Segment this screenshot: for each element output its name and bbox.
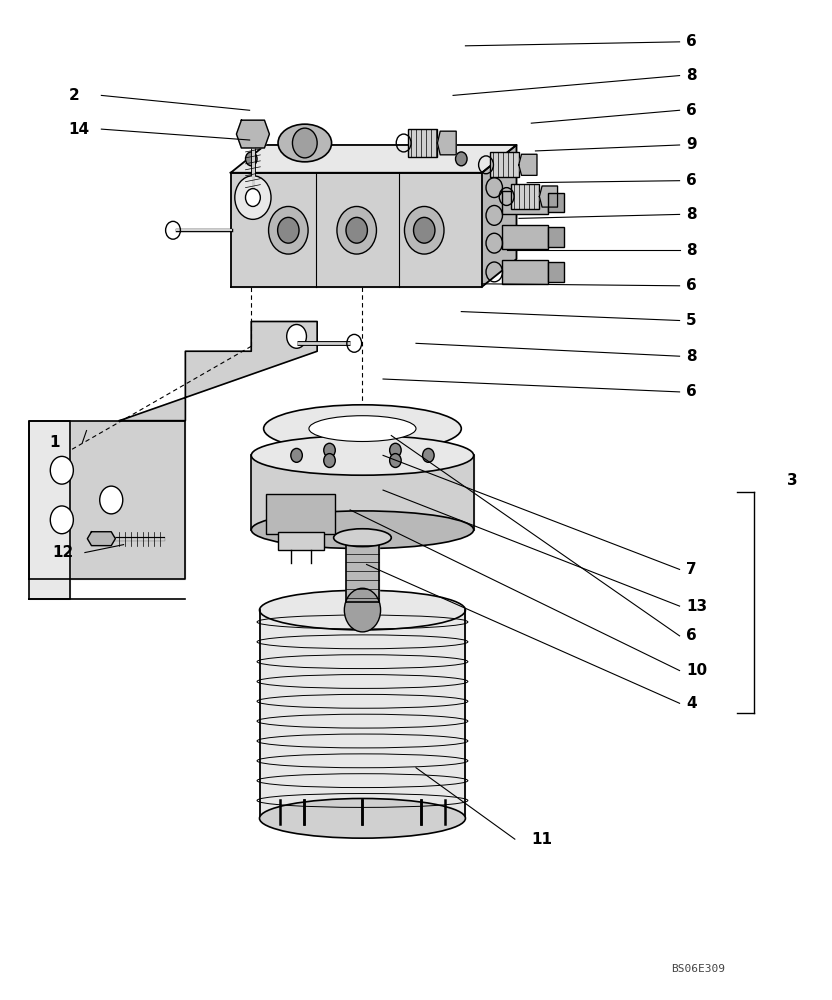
Bar [266,494,335,534]
Ellipse shape [264,405,461,452]
Text: 12: 12 [52,545,73,560]
Circle shape [50,506,73,534]
Text: 6: 6 [686,34,697,49]
Text: 11: 11 [532,832,552,847]
Text: 13: 13 [686,599,707,614]
Polygon shape [230,145,517,173]
Text: 4: 4 [686,696,696,711]
Text: 6: 6 [686,173,697,188]
Text: 8: 8 [686,68,696,83]
Polygon shape [251,455,473,530]
Circle shape [337,206,376,254]
Bar [503,225,547,249]
Circle shape [389,454,401,467]
Polygon shape [482,145,517,287]
Text: 8: 8 [686,207,696,222]
Text: 10: 10 [686,663,707,678]
Circle shape [235,176,271,219]
Circle shape [287,324,306,348]
Polygon shape [230,173,482,287]
Circle shape [344,588,380,632]
Ellipse shape [260,798,465,838]
Circle shape [414,217,435,243]
Circle shape [100,486,123,514]
Ellipse shape [278,124,332,162]
Text: 14: 14 [68,122,90,137]
Polygon shape [260,610,465,818]
Text: 2: 2 [68,88,79,103]
Circle shape [269,206,308,254]
Bar [547,227,564,247]
Circle shape [324,443,335,457]
Polygon shape [87,532,116,546]
Ellipse shape [251,511,473,549]
Text: 7: 7 [686,562,696,577]
Circle shape [423,448,434,462]
Bar [511,184,539,209]
Text: 6: 6 [686,628,697,643]
Ellipse shape [260,590,465,630]
Polygon shape [120,321,317,421]
Bar [503,260,547,284]
Ellipse shape [309,416,416,441]
Circle shape [293,128,317,158]
Text: 8: 8 [686,349,696,364]
Text: 5: 5 [686,313,696,328]
Circle shape [50,456,73,484]
Circle shape [291,448,302,462]
Circle shape [245,152,257,166]
Circle shape [389,443,401,457]
Polygon shape [519,154,537,175]
Bar [503,191,547,214]
Ellipse shape [251,436,473,475]
Bar [490,152,519,177]
Polygon shape [539,186,557,207]
Circle shape [324,454,335,467]
Text: 1: 1 [49,435,60,450]
Bar [278,532,324,550]
Text: BS06E309: BS06E309 [671,964,725,974]
Text: 9: 9 [686,137,696,152]
Ellipse shape [334,529,391,547]
Text: 6: 6 [686,278,697,293]
Polygon shape [438,131,456,155]
Polygon shape [29,421,186,579]
Polygon shape [29,421,70,599]
Polygon shape [346,538,379,602]
Text: 3: 3 [786,473,797,488]
Text: 6: 6 [686,384,697,399]
Polygon shape [236,120,270,148]
Bar [408,129,438,157]
Circle shape [404,206,444,254]
Circle shape [278,217,299,243]
Text: 8: 8 [686,243,696,258]
Circle shape [245,189,260,206]
Text: 6: 6 [686,103,697,118]
Bar [547,262,564,282]
Circle shape [346,217,368,243]
Circle shape [456,152,467,166]
Bar [547,193,564,212]
